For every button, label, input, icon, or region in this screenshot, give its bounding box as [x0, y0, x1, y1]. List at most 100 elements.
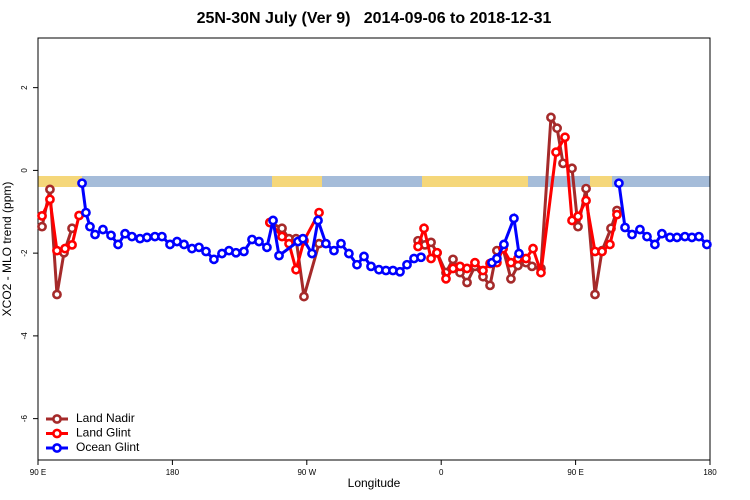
- data-point: [81, 207, 91, 218]
- data-point: [560, 132, 570, 143]
- data-point: [37, 211, 47, 221]
- data-point: [506, 257, 516, 268]
- data-point: [521, 253, 531, 264]
- data-point: [635, 224, 645, 235]
- data-point: [509, 213, 519, 224]
- data-point: [314, 207, 324, 218]
- data-point: [499, 239, 509, 250]
- data-point: [201, 246, 211, 257]
- data-point: [359, 251, 369, 262]
- x-tick-label: 90 E: [30, 468, 46, 477]
- y-tick-label: 2: [20, 85, 29, 90]
- data-point: [329, 245, 339, 256]
- data-point: [546, 112, 556, 123]
- data-point: [277, 223, 287, 234]
- data-point: [581, 183, 591, 194]
- data-point: [336, 238, 346, 249]
- data-point: [98, 224, 108, 235]
- x-tick-label: 0: [439, 468, 444, 477]
- data-point: [402, 259, 412, 270]
- y-axis-label: XCO2 - MLO trend (ppm): [0, 182, 14, 317]
- data-point: [642, 231, 652, 242]
- data-point: [612, 209, 622, 220]
- data-point: [268, 215, 278, 226]
- data-point: [90, 229, 100, 240]
- data-point: [657, 228, 667, 239]
- data-point: [194, 242, 204, 253]
- data-point: [590, 289, 600, 300]
- data-point: [321, 238, 331, 249]
- land-band: [422, 176, 528, 187]
- legend-marker: [52, 443, 62, 453]
- data-point: [432, 247, 442, 258]
- legend-label: Land Nadir: [76, 411, 135, 425]
- data-point: [157, 231, 167, 242]
- data-point: [395, 266, 405, 277]
- x-axis-label: Longitude: [348, 476, 401, 490]
- data-point: [527, 261, 537, 272]
- x-tick-label: 90 E: [567, 468, 583, 477]
- data-point: [573, 221, 583, 232]
- data-point: [67, 239, 77, 250]
- data-point: [514, 248, 524, 259]
- data-point: [485, 280, 495, 291]
- data-point: [573, 211, 583, 222]
- data-point: [416, 252, 426, 263]
- data-point: [426, 253, 436, 264]
- data-point: [536, 267, 546, 278]
- data-point: [552, 123, 562, 134]
- data-point: [694, 231, 704, 242]
- data-point: [254, 236, 264, 247]
- data-point: [605, 239, 615, 250]
- data-point: [344, 248, 354, 259]
- data-point: [672, 232, 682, 243]
- data-point: [492, 253, 502, 264]
- data-point: [352, 259, 362, 270]
- data-point: [231, 247, 241, 258]
- data-point: [506, 273, 516, 284]
- legend-label: Ocean Glint: [76, 440, 140, 454]
- data-point: [701, 239, 712, 250]
- data-point: [551, 147, 561, 158]
- data-point: [313, 215, 323, 226]
- land-band: [590, 176, 612, 187]
- data-point: [366, 261, 376, 272]
- data-point: [45, 184, 55, 195]
- land-band: [272, 176, 322, 187]
- data-point: [299, 291, 309, 302]
- land-ocean-strip: [38, 176, 710, 187]
- x-tick-label: 180: [166, 468, 180, 477]
- data-point: [470, 257, 480, 268]
- data-point: [52, 289, 62, 300]
- data-point: [413, 241, 423, 252]
- ocean-band: [38, 176, 710, 187]
- data-point: [179, 239, 189, 250]
- data-point: [142, 232, 152, 243]
- data-point: [307, 248, 317, 259]
- legend-marker: [52, 414, 62, 424]
- data-point: [45, 194, 55, 205]
- data-point: [419, 223, 429, 234]
- data-point: [85, 221, 95, 232]
- data-point: [462, 277, 472, 288]
- data-point: [262, 242, 272, 253]
- data-point: [37, 221, 47, 232]
- data-point: [597, 246, 607, 257]
- x-tick-label: 90 W: [297, 468, 316, 477]
- data-point: [581, 195, 591, 206]
- data-point: [620, 222, 630, 233]
- data-point: [106, 230, 116, 241]
- data-point: [441, 273, 451, 284]
- y-tick-label: -2: [20, 249, 29, 257]
- data-point: [528, 243, 538, 254]
- data-point: [614, 178, 624, 189]
- y-tick-label: -6: [20, 415, 29, 423]
- data-point: [60, 243, 70, 254]
- data-point: [52, 245, 62, 256]
- data-point: [77, 178, 87, 189]
- data-point: [649, 239, 660, 250]
- data-point: [567, 163, 577, 174]
- y-tick-label: -4: [20, 332, 29, 340]
